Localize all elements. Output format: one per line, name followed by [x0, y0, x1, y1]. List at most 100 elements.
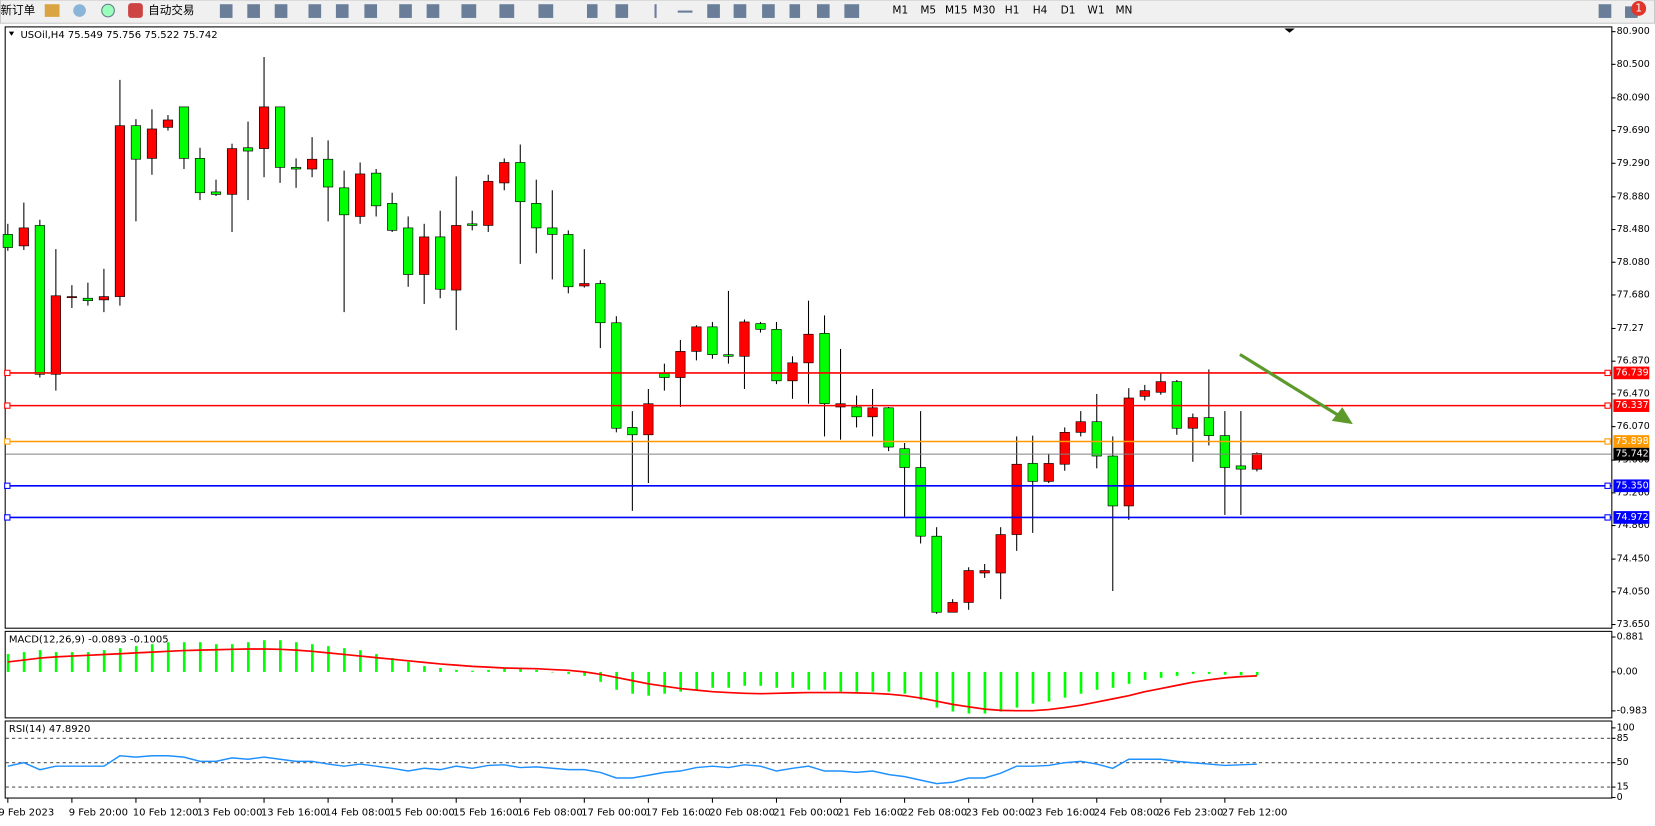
macd-bar: [311, 644, 314, 672]
candle-body: [803, 333, 814, 364]
icon[interactable]: [677, 10, 693, 13]
macd-bar: [535, 669, 538, 672]
macd-bar: [743, 671, 747, 686]
rsi-line: [7, 754, 1257, 785]
candle-body: [739, 321, 750, 357]
candle-body: [1107, 455, 1118, 507]
macd-bar: [887, 671, 891, 692]
x-tick-label: 21 Feb 16:00: [837, 807, 903, 818]
icon[interactable]: [335, 4, 349, 18]
macd-bar: [166, 642, 170, 672]
icon[interactable]: [816, 4, 830, 18]
macd-bar: [6, 654, 10, 672]
timeframe-button[interactable]: MN: [1115, 5, 1132, 17]
y-tick-label: 80.500: [1617, 59, 1650, 70]
icon[interactable]: [707, 4, 720, 18]
icon[interactable]: [426, 4, 440, 18]
timeframe-button[interactable]: M1: [892, 5, 908, 17]
candle-body: [178, 106, 190, 159]
candle-body: [355, 173, 366, 217]
level-anchor: [1604, 438, 1611, 445]
macd-bar: [1191, 671, 1195, 674]
candle-body: [291, 167, 302, 170]
icon[interactable]: [538, 4, 554, 18]
macd-bar: [663, 671, 666, 694]
timeframe-button[interactable]: M15: [945, 5, 968, 17]
auto-trade-icon[interactable]: [128, 3, 143, 18]
candle-body: [210, 191, 222, 195]
macd-bar: [230, 644, 234, 672]
icon[interactable]: [789, 4, 801, 18]
macd-bar: [375, 654, 378, 672]
macd-bar: [38, 650, 42, 672]
candle-body: [723, 354, 734, 357]
x-tick-label: 14 Feb 08:00: [325, 807, 391, 818]
new-order-button[interactable]: 新订单: [0, 3, 35, 17]
y-tick-label: 76.470: [1617, 388, 1650, 399]
y-tick-label: 79.690: [1617, 125, 1650, 136]
macd-bar: [583, 671, 586, 676]
timeframe-button[interactable]: M5: [920, 5, 936, 17]
icon[interactable]: [308, 4, 322, 18]
y-tick-label: 100: [1617, 722, 1635, 733]
candle-body: [931, 535, 942, 613]
timeframe-button[interactable]: M30: [973, 5, 996, 17]
x-tick-label: 23 Feb 16:00: [1030, 807, 1096, 818]
macd-bar: [1239, 671, 1243, 676]
icon[interactable]: [615, 4, 629, 18]
icon[interactable]: [101, 3, 115, 18]
y-tick-label: 74.450: [1617, 554, 1650, 565]
collapse-icon[interactable]: [8, 31, 15, 36]
chat-icon[interactable]: [1625, 6, 1638, 18]
timeframe-button[interactable]: D1: [1061, 5, 1076, 17]
candle-body: [531, 203, 542, 229]
macd-bar: [679, 671, 682, 692]
macd-bar: [839, 671, 843, 692]
toolbar: 新订单 自动交易 M1 M5 M15 M30 H1 H4 D1 W1 MN 1: [0, 0, 1655, 24]
candle-body: [451, 225, 462, 291]
macd-bar: [711, 671, 715, 688]
macd-bar: [967, 671, 971, 714]
icon[interactable]: [247, 4, 260, 18]
candle-body: [242, 147, 254, 152]
macd-bar: [791, 671, 795, 688]
icon[interactable]: [499, 4, 515, 18]
arrow-head: [1331, 407, 1353, 425]
y-tick-label: 80.900: [1617, 26, 1650, 37]
macd-bar: [775, 671, 779, 688]
macd-bar: [150, 644, 154, 672]
x-tick-label: 17 Feb 00:00: [581, 807, 647, 818]
timeframe-button[interactable]: H4: [1033, 5, 1048, 17]
macd-bar: [455, 669, 458, 672]
timeframe-button[interactable]: H1: [1005, 5, 1020, 17]
candle-body: [1251, 453, 1262, 470]
icon[interactable]: [733, 4, 747, 18]
icon[interactable]: [274, 4, 288, 18]
timeframe-button[interactable]: W1: [1087, 5, 1104, 17]
level-anchor: [4, 369, 11, 377]
y-tick-label: 0.881: [1617, 632, 1644, 643]
icon[interactable]: [762, 4, 775, 18]
candle-body: [387, 203, 398, 231]
price-label-bg: [1613, 435, 1650, 448]
price-label-bg: [1613, 366, 1650, 380]
icon[interactable]: [219, 4, 233, 18]
icon[interactable]: [44, 4, 60, 17]
icon[interactable]: [461, 4, 477, 18]
auto-trade-button[interactable]: 自动交易: [148, 3, 194, 17]
x-tick-label: 13 Feb 16:00: [261, 807, 327, 818]
macd-bar: [999, 671, 1003, 712]
search-icon[interactable]: [1598, 4, 1612, 18]
icon[interactable]: [399, 4, 412, 18]
macd-bar: [1079, 671, 1083, 694]
icon[interactable]: [73, 4, 86, 17]
icon[interactable]: [364, 4, 378, 18]
icon[interactable]: [586, 4, 598, 18]
macd-bar: [759, 671, 763, 686]
macd-bar: [407, 662, 410, 672]
icon[interactable]: [844, 4, 860, 18]
icon[interactable]: [654, 4, 657, 18]
candle-body: [1235, 465, 1246, 470]
macd-bar: [631, 671, 634, 694]
